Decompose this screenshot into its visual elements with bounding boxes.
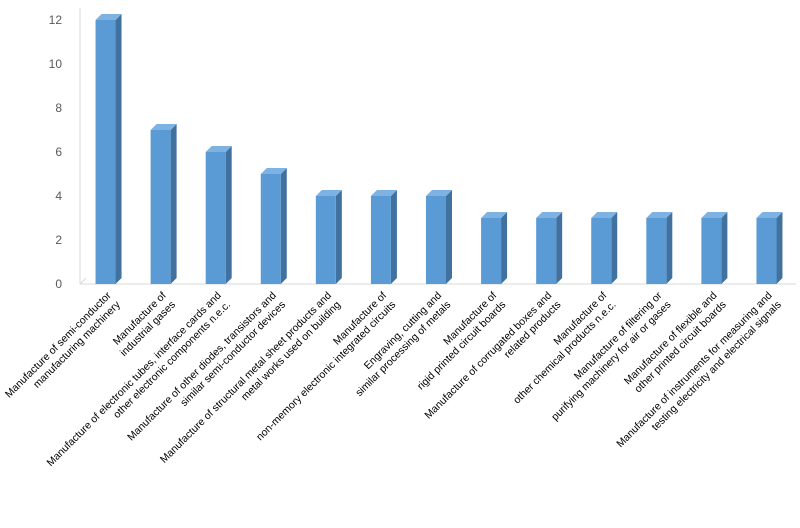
bar-top bbox=[591, 212, 618, 218]
bar-front bbox=[481, 218, 502, 284]
bar-top bbox=[536, 212, 563, 218]
bar-top bbox=[426, 190, 452, 196]
y-tick-label: 8 bbox=[55, 101, 62, 115]
bar-side bbox=[390, 190, 397, 284]
bar bbox=[150, 124, 177, 284]
bar-front bbox=[701, 218, 722, 284]
bar bbox=[756, 212, 783, 284]
x-tick-label: Manufacture of semi-conductormanufacturi… bbox=[3, 289, 124, 410]
bar-side bbox=[115, 14, 122, 284]
bar bbox=[646, 212, 673, 284]
bar bbox=[315, 190, 342, 284]
bar-side bbox=[225, 146, 232, 284]
x-tick-label-line: manufacturing machinery bbox=[31, 298, 123, 390]
bar bbox=[701, 212, 728, 284]
bar-front bbox=[646, 218, 667, 284]
bar-top bbox=[701, 212, 728, 218]
bar bbox=[536, 212, 563, 284]
bar-top bbox=[646, 212, 673, 218]
bar-side bbox=[721, 212, 728, 284]
category-labels: Manufacture of semi-conductormanufacturi… bbox=[3, 289, 784, 469]
bar-top bbox=[150, 124, 177, 130]
bar bbox=[370, 190, 397, 284]
bar-top bbox=[370, 190, 397, 196]
bar bbox=[426, 190, 452, 284]
bar-front bbox=[370, 196, 391, 284]
bar-front bbox=[591, 218, 612, 284]
bar-front bbox=[536, 218, 557, 284]
bar bbox=[481, 212, 508, 284]
bar-side bbox=[501, 212, 508, 284]
bar-front bbox=[95, 20, 116, 284]
bar-front bbox=[315, 196, 336, 284]
y-tick-label: 0 bbox=[55, 277, 62, 291]
bar-top bbox=[315, 190, 342, 196]
y-tick-label: 10 bbox=[49, 57, 63, 71]
bar bbox=[95, 14, 122, 284]
bar-top bbox=[756, 212, 783, 218]
bar-front bbox=[150, 130, 171, 284]
bar-side bbox=[556, 212, 563, 284]
bar bbox=[205, 146, 232, 284]
bars bbox=[95, 14, 783, 284]
bar-side bbox=[280, 168, 287, 284]
bar-top bbox=[95, 14, 122, 20]
x-tick-label-line: Manufacture of semi-conductor bbox=[3, 289, 114, 400]
y-tick-label: 12 bbox=[49, 13, 63, 27]
bar-side bbox=[446, 190, 452, 284]
y-tick-label: 4 bbox=[55, 189, 62, 203]
bar-front bbox=[756, 218, 777, 284]
bar bbox=[260, 168, 287, 284]
bar-front bbox=[205, 152, 226, 284]
y-axis-ticks: 0 2 4 6 8 10 12 bbox=[49, 13, 63, 291]
bar-top bbox=[205, 146, 232, 152]
bar-side bbox=[335, 190, 342, 284]
bar-top bbox=[481, 212, 508, 218]
bar bbox=[591, 212, 618, 284]
floor-edge bbox=[79, 277, 87, 285]
bar-side bbox=[776, 212, 783, 284]
bar-side bbox=[170, 124, 177, 284]
y-tick-label: 2 bbox=[55, 233, 62, 247]
bar-side bbox=[666, 212, 673, 284]
bar-side bbox=[611, 212, 618, 284]
bar-top bbox=[260, 168, 287, 174]
bar-front bbox=[426, 196, 446, 284]
bar-front bbox=[260, 174, 281, 284]
y-tick-label: 6 bbox=[55, 145, 62, 159]
